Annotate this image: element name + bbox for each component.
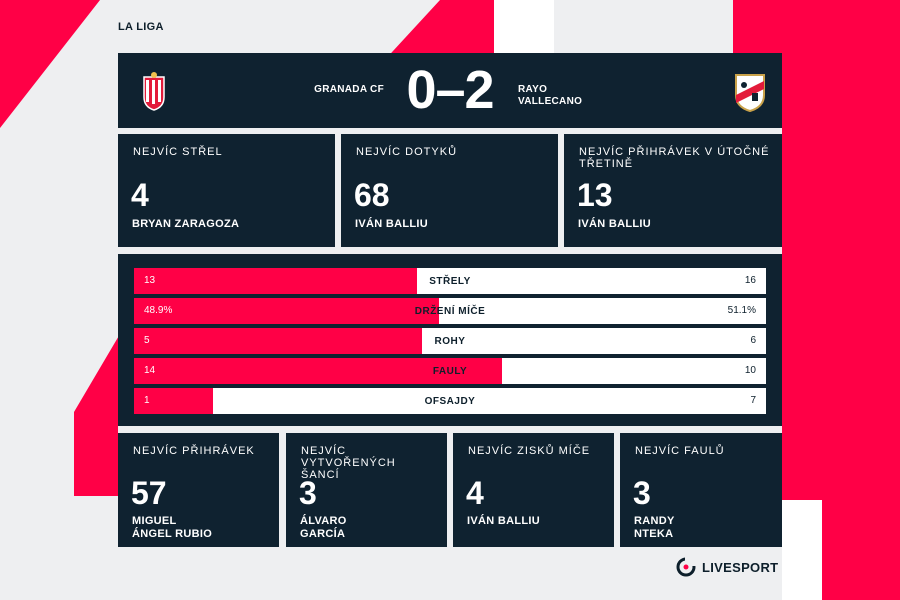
- comparison-stat-name: ROHY: [434, 336, 466, 347]
- comparison-home-bar: [134, 298, 440, 324]
- comparison-row-fouls: 14 FAULY 10: [134, 358, 766, 384]
- team-comparison-panel: 13 STŘELY 16 48.9% DRŽENÍ MÍČE 51.1% 5 R…: [118, 254, 782, 426]
- comparison-stat-name: STŘELY: [429, 276, 471, 287]
- livesport-logo-icon: [676, 557, 696, 577]
- match-header: GRANADA CF 0–2 RAYO VALLECANO: [118, 53, 782, 128]
- stat-card-value: 3: [299, 475, 317, 511]
- stat-card-player: IVÁN BALLIU: [578, 218, 651, 230]
- stat-card-value: 57: [131, 475, 167, 511]
- stat-card-most-final-third-passes: NEJVÍC PŘIHRÁVEK V ÚTOČNÉ TŘETINĚ 13 IVÁ…: [564, 134, 782, 247]
- league-name: LA LIGA: [118, 21, 164, 33]
- stat-card-label: NEJVÍC PŘIHRÁVEK V ÚTOČNÉ TŘETINĚ: [579, 146, 770, 170]
- comparison-home-value: 1: [144, 395, 150, 406]
- comparison-home-value: 13: [144, 275, 156, 286]
- stat-card-most-passes: NEJVÍC PŘIHRÁVEK 57 MIGUEL ÁNGEL RUBIO: [118, 433, 279, 547]
- away-team-name-line1: RAYO: [518, 84, 548, 95]
- stat-card-value: 3: [633, 475, 651, 511]
- stat-card-player: IVÁN BALLIU: [467, 515, 540, 528]
- comparison-home-bar: [134, 328, 422, 354]
- comparison-away-value: 16: [744, 275, 756, 286]
- stat-card-label: NEJVÍC VYTVOŘENÝCH ŠANCÍ: [301, 445, 396, 481]
- comparison-home-value: 5: [144, 335, 150, 346]
- stat-card-value: 68: [354, 177, 390, 213]
- stat-card-player-line2: GARCÍA: [300, 528, 346, 540]
- comparison-stat-name: DRŽENÍ MÍČE: [414, 306, 486, 317]
- stat-card-label: NEJVÍC PŘIHRÁVEK: [133, 445, 255, 457]
- stat-card-player-line1: MIGUEL: [132, 515, 177, 527]
- match-score: 0–2: [406, 60, 494, 120]
- stat-card-label: NEJVÍC ZISKŮ MÍČE: [468, 445, 591, 457]
- comparison-home-bar: [134, 388, 213, 414]
- comparison-home-value: 14: [144, 365, 156, 376]
- stat-card-player-line2: ÁNGEL RUBIO: [132, 528, 213, 540]
- away-team-name: RAYO VALLECANO: [518, 84, 582, 108]
- comparison-home-bar: [134, 268, 418, 294]
- brand-name: LIVESPORT: [702, 559, 779, 575]
- stat-card-label: NEJVÍC DOTYKŮ: [356, 146, 458, 158]
- comparison-away-value: 7: [750, 395, 756, 406]
- rayo-vallecano-crest-icon: [735, 74, 765, 113]
- stat-card-player: MIGUEL ÁNGEL RUBIO: [132, 515, 212, 541]
- stat-card-most-chances-created: NEJVÍC VYTVOŘENÝCH ŠANCÍ 3 ÁLVARO GARCÍA: [286, 433, 447, 547]
- comparison-home-value: 48.9%: [144, 305, 173, 316]
- comparison-away-value: 51.1%: [727, 305, 756, 316]
- stat-card-player: ÁLVARO GARCÍA: [300, 515, 347, 541]
- stat-card-player: RANDY NTEKA: [634, 515, 675, 541]
- stat-card-value: 13: [577, 177, 613, 213]
- comparison-away-value: 6: [750, 335, 756, 346]
- stat-card-label: NEJVÍC FAULŮ: [635, 445, 725, 457]
- home-team-name: GRANADA CF: [314, 84, 384, 95]
- comparison-row-corners: 5 ROHY 6: [134, 328, 766, 354]
- stat-card-player: BRYAN ZARAGOZA: [132, 218, 240, 230]
- comparison-stat-name: OFSAJDY: [424, 396, 476, 407]
- comparison-home-bar: [134, 358, 503, 384]
- comparison-stat-name: FAULY: [432, 366, 468, 377]
- stat-card-value: 4: [131, 177, 149, 213]
- stat-card-most-touches: NEJVÍC DOTYKŮ 68 IVÁN BALLIU: [341, 134, 558, 247]
- stat-card-player-line1: RANDY: [634, 515, 675, 527]
- stat-card-most-recoveries: NEJVÍC ZISKŮ MÍČE 4 IVÁN BALLIU: [453, 433, 614, 547]
- stat-card-player: IVÁN BALLIU: [355, 218, 428, 230]
- stat-card-label: NEJVÍC STŘEL: [133, 146, 223, 158]
- comparison-row-shots: 13 STŘELY 16: [134, 268, 766, 294]
- comparison-away-value: 10: [744, 365, 756, 376]
- stat-card-most-shots: NEJVÍC STŘEL 4 BRYAN ZARAGOZA: [118, 134, 335, 247]
- stat-card-most-fouls: NEJVÍC FAULŮ 3 RANDY NTEKA: [620, 433, 782, 547]
- stat-card-player-line1: ÁLVARO: [300, 515, 347, 527]
- stat-card-value: 4: [466, 475, 484, 511]
- stat-card-player-line2: NTEKA: [634, 528, 674, 540]
- comparison-row-possession: 48.9% DRŽENÍ MÍČE 51.1%: [134, 298, 766, 324]
- stat-card-player-line1: IVÁN BALLIU: [467, 515, 540, 527]
- away-team-name-line2: VALLECANO: [518, 96, 583, 107]
- granada-crest-icon: [143, 72, 165, 111]
- livesport-brand: LIVESPORT: [676, 557, 778, 577]
- comparison-row-offsides: 1 OFSAJDY 7: [134, 388, 766, 414]
